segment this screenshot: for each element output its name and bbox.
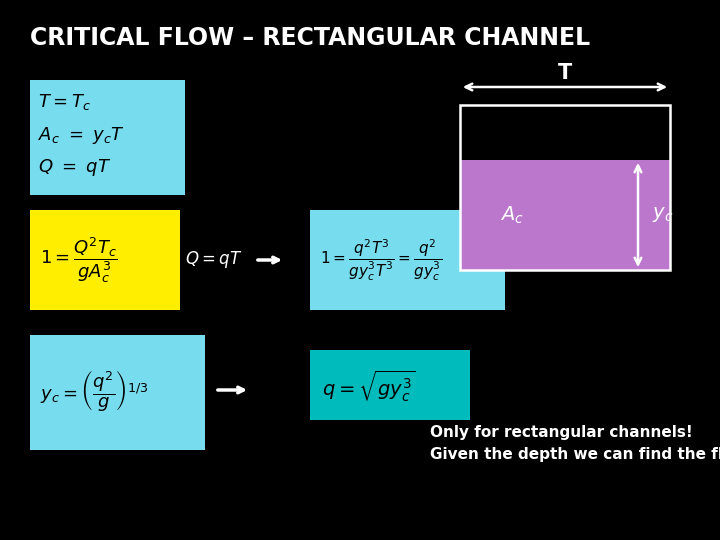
Text: Given the depth we can find the flow!: Given the depth we can find the flow! — [430, 448, 720, 462]
Bar — [310, 210, 505, 310]
Text: T: T — [558, 63, 572, 83]
Text: $q = \sqrt{g y_c^3}$: $q = \sqrt{g y_c^3}$ — [322, 368, 416, 403]
Bar — [460, 105, 670, 270]
Text: $1 = \dfrac{q^2 T^3}{g y_c^3 T^3} = \dfrac{q^2}{g y_c^3}$: $1 = \dfrac{q^2 T^3}{g y_c^3 T^3} = \dfr… — [320, 237, 442, 283]
Text: $1 = \dfrac{Q^2 T_c}{g A_c^3}$: $1 = \dfrac{Q^2 T_c}{g A_c^3}$ — [40, 235, 118, 285]
Bar — [460, 160, 670, 270]
Text: $A_c$: $A_c$ — [500, 204, 524, 226]
Text: Only for rectangular channels!: Only for rectangular channels! — [430, 424, 693, 440]
Bar — [310, 350, 470, 420]
Bar — [30, 210, 180, 310]
Text: $Q\ =\ qT$: $Q\ =\ qT$ — [38, 158, 112, 179]
Text: $y_c = \left(\dfrac{q^2}{g}\right)^{1/3}$: $y_c = \left(\dfrac{q^2}{g}\right)^{1/3}… — [40, 368, 148, 413]
Bar — [30, 80, 185, 195]
Text: $Q = qT$: $Q = qT$ — [185, 249, 243, 271]
Text: $T = T_c$: $T = T_c$ — [38, 92, 91, 112]
Text: $y_c$: $y_c$ — [652, 206, 673, 225]
Bar — [460, 105, 670, 160]
Text: CRITICAL FLOW – RECTANGULAR CHANNEL: CRITICAL FLOW – RECTANGULAR CHANNEL — [30, 26, 590, 50]
Text: $A_c\ =\ y_c T$: $A_c\ =\ y_c T$ — [38, 125, 125, 145]
Bar — [30, 335, 205, 450]
